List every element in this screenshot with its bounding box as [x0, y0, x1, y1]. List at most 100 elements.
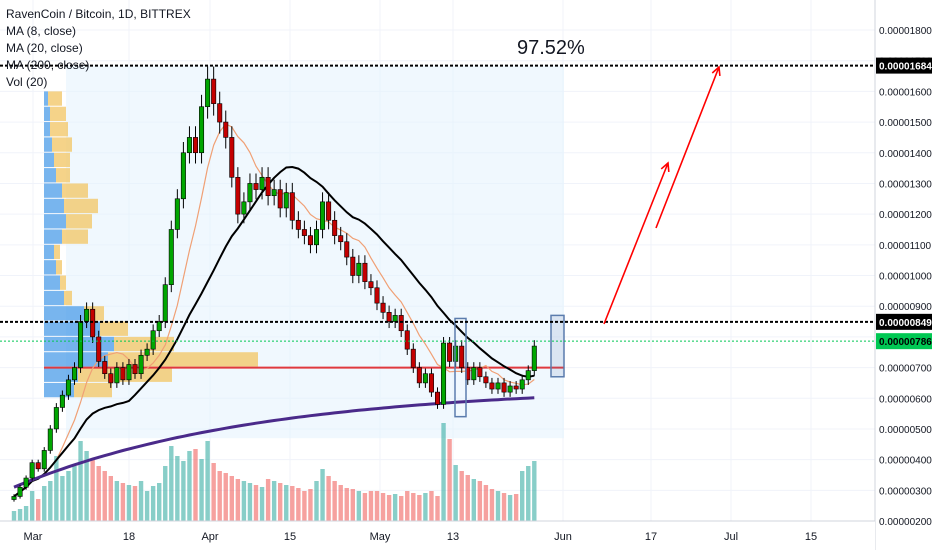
volume-profile-down	[56, 260, 62, 275]
price-tick-label: 0.00000400	[879, 456, 932, 467]
volume-bar	[501, 493, 507, 521]
price-tick-label: 0.00001400	[879, 149, 932, 160]
volume-bar	[495, 491, 501, 521]
price-tick-label: 0.00001200	[879, 210, 932, 221]
candle-down	[332, 219, 338, 236]
legend-ma200[interactable]: MA (200, close)	[6, 58, 90, 72]
candle-down	[416, 367, 422, 384]
volume-profile-down	[114, 336, 174, 352]
candle-up	[168, 229, 174, 286]
candle-down	[410, 348, 416, 368]
volume-bar	[247, 483, 253, 521]
volume-bar	[386, 495, 392, 521]
volume-profile-up	[44, 137, 52, 152]
chart-title[interactable]: RavenCoin / Bitcoin, 1D, BITTREX	[6, 7, 191, 21]
price-tick-label: 0.00001600	[879, 87, 932, 98]
volume-profile-up	[44, 152, 54, 168]
candle-up	[59, 394, 65, 408]
price-tick-label: 0.00000600	[879, 394, 932, 405]
volume-profile-up	[44, 91, 48, 106]
time-tick-label: Jun	[554, 531, 572, 543]
projection-arrow	[655, 66, 720, 229]
volume-bar	[229, 476, 234, 521]
volume-profile-up	[44, 290, 64, 306]
volume-bar	[453, 465, 458, 521]
volume-bar	[532, 461, 537, 521]
volume-bar	[338, 485, 343, 521]
arrow-head-icon	[711, 65, 721, 77]
price-badge-label: 0.00001684	[879, 62, 932, 73]
candle-up	[150, 330, 156, 350]
price-tick-label: 0.00000500	[879, 425, 932, 436]
candle-up	[241, 201, 247, 215]
candle-up	[17, 486, 23, 497]
price-axis[interactable]: 0.000018000.000017000.000016000.00001500…	[874, 0, 932, 550]
ma200-line	[13, 396, 535, 489]
price-tick-label: 0.00000900	[879, 302, 932, 313]
candle-up	[162, 284, 168, 322]
candle-up	[313, 229, 319, 246]
legend-ma8[interactable]: MA (8, close)	[6, 24, 77, 38]
candle-down	[398, 315, 404, 332]
horizontal-levels[interactable]	[0, 64, 875, 342]
volume-bar	[84, 451, 89, 521]
volume-bar	[320, 469, 325, 521]
candle-down	[253, 183, 259, 190]
candle-down	[459, 345, 465, 368]
price-badge-label: 0.00000786	[879, 337, 932, 348]
candle-down	[132, 364, 138, 374]
volume-profile-up	[44, 183, 62, 198]
volume-bar	[284, 485, 289, 521]
volume-bar	[392, 494, 398, 521]
candle-up	[144, 348, 150, 356]
volume-bar	[417, 495, 422, 521]
volume-bar	[175, 456, 180, 521]
time-axis[interactable]: Mar 18 Apr 15 May 13 Jun 17 Jul 15	[0, 520, 875, 550]
time-axis-panel	[0, 521, 875, 550]
time-tick-label: 18	[123, 531, 135, 543]
volume-profile-down	[56, 168, 70, 183]
volume-profile-down	[62, 183, 88, 198]
time-tick-label: Jul	[724, 531, 738, 543]
price-badge	[876, 57, 932, 74]
volume-profile-down	[48, 91, 62, 106]
candle-down	[428, 373, 434, 393]
volume-bar	[253, 485, 259, 521]
candle-down	[295, 219, 301, 230]
highlight-box	[454, 317, 467, 418]
volume-bar	[423, 493, 428, 521]
time-tick-label: Mar	[24, 531, 43, 543]
candle-up	[84, 308, 90, 322]
projection-arrows[interactable]	[603, 65, 721, 325]
legend-ma20[interactable]: MA (20, close)	[6, 41, 83, 55]
candle-up	[531, 345, 537, 371]
volume-bar	[78, 441, 83, 521]
candle-down	[362, 262, 368, 282]
candle-up	[156, 321, 162, 332]
volume-bar	[290, 486, 295, 521]
candlesticks[interactable]	[11, 66, 565, 502]
candle-up	[271, 189, 277, 197]
volume-profile-up	[44, 122, 50, 137]
percent-gain-label[interactable]: 97.52%	[517, 37, 585, 59]
volume-bar	[314, 481, 319, 521]
candle-up	[320, 201, 326, 230]
volume-bar	[150, 486, 156, 521]
time-tick-label: 17	[645, 531, 657, 543]
volume-profile-up	[44, 321, 100, 336]
candle-down	[483, 376, 489, 384]
volume-bar	[108, 476, 113, 521]
candle-up	[283, 192, 289, 209]
volume-bar	[429, 491, 434, 521]
candle-down	[265, 177, 271, 197]
volume-bar	[483, 485, 489, 521]
volume-bar	[507, 495, 513, 521]
price-tick-label: 0.00001300	[879, 179, 932, 190]
volume-bar	[265, 479, 271, 521]
candle-up	[23, 477, 29, 488]
time-tick-label: 13	[447, 531, 459, 543]
legend-volume[interactable]: Vol (20)	[6, 75, 48, 89]
volume-profile-up	[44, 198, 64, 214]
